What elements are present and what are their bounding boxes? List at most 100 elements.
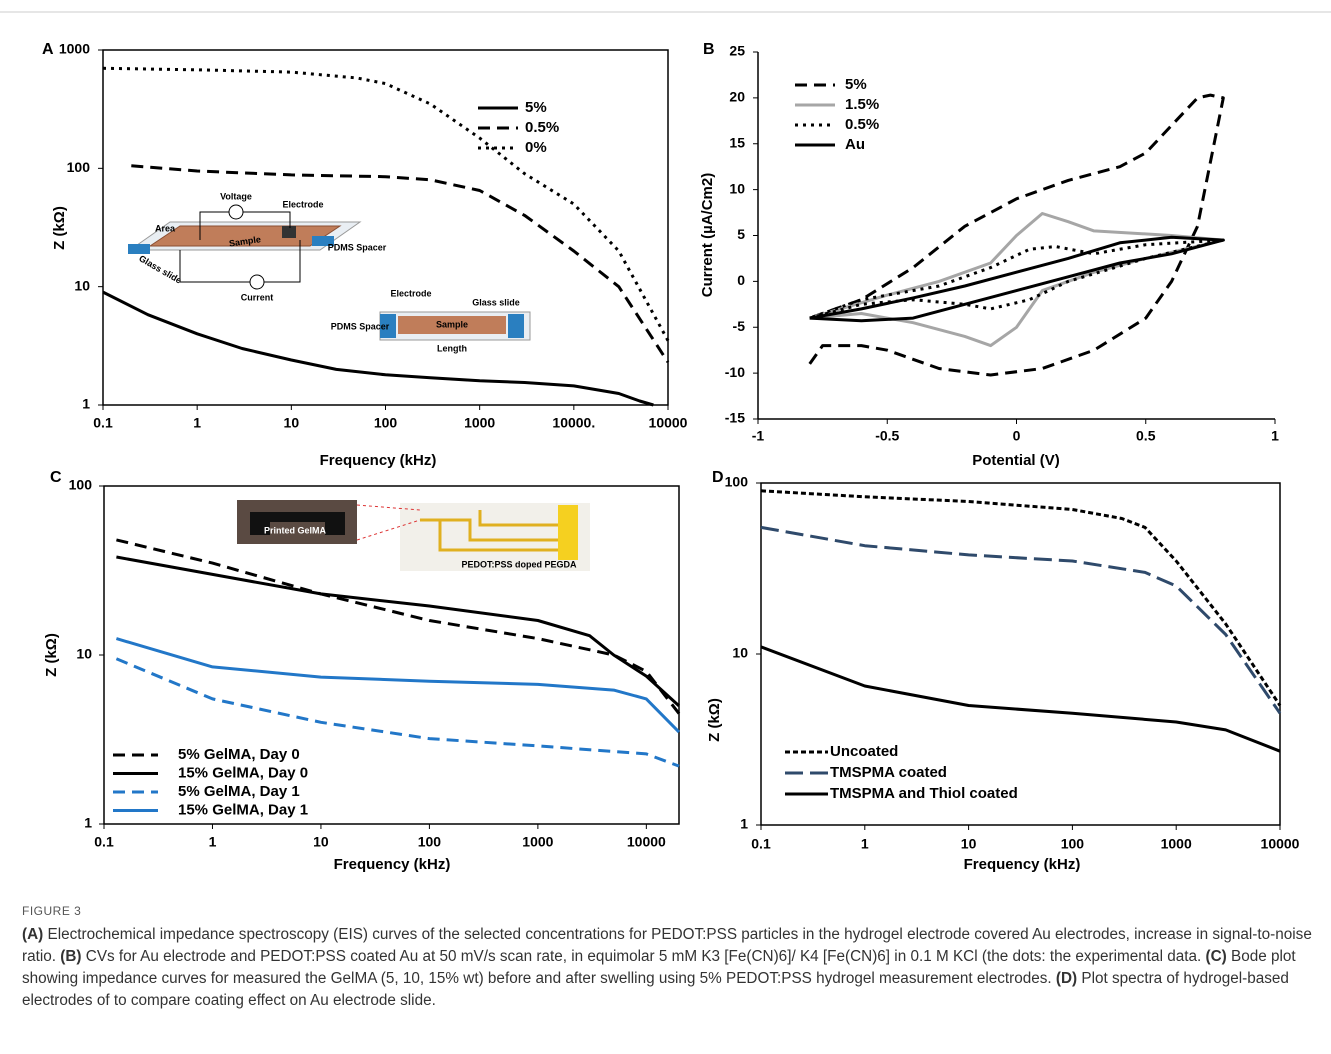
caption-label: (A) Electrochemical impedance spectrosco…: [22, 926, 1312, 965]
y-tick-label: 10: [74, 277, 90, 293]
x-axis-title: Frequency (kHz): [334, 856, 451, 873]
x-tick-label: 1000: [522, 834, 553, 850]
annotation: Sample: [436, 319, 468, 329]
annotation: Voltage: [220, 191, 252, 201]
legend-label: Au: [845, 136, 865, 153]
data-line: [809, 212, 1225, 348]
y-tick-label: 10: [729, 180, 745, 196]
legend-label: 5%: [525, 99, 547, 116]
annotation: PEDOT:PSS doped PEGDA: [461, 559, 577, 569]
y-tick-label: 1: [740, 816, 748, 832]
y-tick-label: 0: [737, 272, 745, 288]
y-tick-label: -5: [733, 318, 746, 334]
x-tick-label: 1: [861, 836, 869, 852]
y-tick-label: -15: [725, 410, 745, 426]
legend-label: 5%: [845, 76, 867, 93]
x-tick-label: 0: [1013, 428, 1021, 444]
x-tick-label: 1: [1271, 428, 1279, 444]
annotation: PDMS Spacer: [328, 242, 387, 252]
x-tick-label: 10: [313, 834, 329, 850]
legend-label: Uncoated: [830, 743, 898, 760]
x-tick-label: 1: [209, 834, 217, 850]
data-line: [102, 66, 670, 342]
y-tick-label: 1: [84, 815, 92, 831]
caption: FIGURE 3 (A) Electrochemical impedance s…: [22, 900, 1312, 1012]
y-tick-label: 100: [69, 477, 93, 493]
y-tick-label: -10: [725, 364, 745, 380]
annotation: Electrode: [390, 288, 431, 298]
legend-label: TMSPMA and Thiol coated: [830, 785, 1018, 802]
annotation: Glass slide: [137, 253, 183, 285]
annotation: Current: [241, 292, 274, 302]
annotation: Electrode: [282, 199, 323, 209]
x-axis-title: Frequency (kHz): [964, 856, 1081, 873]
y-axis-title: Z (kΩ): [51, 206, 68, 250]
x-tick-label: 10000: [649, 415, 688, 431]
y-tick-label: 10: [76, 646, 92, 662]
x-tick-label: 0.1: [94, 834, 114, 850]
panel-letter: D: [712, 469, 724, 486]
y-axis-title: Z (kΩ): [706, 698, 723, 742]
caption-label: (D): [1055, 970, 1078, 987]
x-tick-label: 10000: [627, 834, 666, 850]
caption-text: Bode plot showing impedance curves for m…: [22, 948, 1296, 987]
legend-label: 0%: [525, 139, 547, 156]
data-line: [115, 637, 681, 734]
data-line: [116, 538, 681, 715]
y-tick-label: 100: [725, 474, 749, 490]
data-line: [760, 645, 1281, 753]
data-line: [760, 489, 1282, 707]
y-tick-label: 10: [732, 645, 748, 661]
x-tick-label: 10000.: [552, 415, 595, 431]
caption-label: (C): [1205, 948, 1227, 965]
x-axis-title: Potential (V): [972, 452, 1060, 469]
y-axis-title: Z (kΩ): [43, 633, 60, 677]
caption-text: Electrochemical impedance spectroscopy (…: [22, 926, 1312, 965]
caption-text: Plot spectra of hydrogel-based electrode…: [22, 970, 1289, 1009]
panel-letter: A: [42, 41, 54, 58]
caption-text: CVs for Au electrode and PEDOT:PSS coate…: [85, 948, 1202, 965]
figure-label: FIGURE 3: [22, 904, 82, 918]
x-tick-label: 10: [284, 415, 300, 431]
legend-label: 15% GelMA, Day 0: [178, 764, 308, 781]
panel-letter: C: [50, 469, 62, 486]
y-tick-label: 100: [67, 159, 91, 175]
x-tick-label: 1000: [1161, 836, 1192, 852]
legend-label: 5% GelMA, Day 1: [178, 783, 300, 800]
x-tick-label: 100: [1061, 836, 1085, 852]
x-tick-label: 1: [193, 415, 201, 431]
panel-letter: B: [703, 41, 715, 58]
inset-c: [237, 500, 590, 571]
caption-label: (B): [60, 948, 82, 965]
annotation: Glass slide: [472, 297, 520, 307]
y-tick-label: 25: [729, 43, 745, 59]
x-tick-label: -1: [752, 428, 765, 444]
legend-label: TMSPMA coated: [830, 764, 947, 781]
x-tick-label: 100: [374, 415, 398, 431]
x-axis-title: Frequency (kHz): [320, 452, 437, 469]
x-tick-label: 10000: [1261, 836, 1300, 852]
y-tick-label: 20: [729, 89, 745, 105]
x-tick-label: 100: [418, 834, 442, 850]
legend-label: 5% GelMA, Day 0: [178, 746, 300, 763]
annotation: Area: [155, 223, 176, 233]
annotation: PDMS Spacer: [331, 321, 390, 331]
data-line: [116, 555, 681, 708]
data-line: [131, 164, 670, 364]
x-tick-label: 0.1: [751, 836, 771, 852]
x-tick-label: -0.5: [875, 428, 899, 444]
legend-label: 15% GelMA, Day 1: [178, 801, 308, 818]
annotation: Length: [437, 343, 467, 353]
annotation: Sample: [228, 234, 261, 248]
legend-label: 1.5%: [845, 96, 879, 113]
x-tick-label: 1000: [464, 415, 495, 431]
x-tick-label: 10: [961, 836, 977, 852]
x-tick-label: 0.1: [93, 415, 113, 431]
y-tick-label: 15: [729, 134, 745, 150]
data-line: [809, 235, 1225, 323]
inset-a: [128, 204, 531, 341]
data-line: [115, 657, 680, 768]
y-tick-label: 5: [737, 226, 745, 242]
